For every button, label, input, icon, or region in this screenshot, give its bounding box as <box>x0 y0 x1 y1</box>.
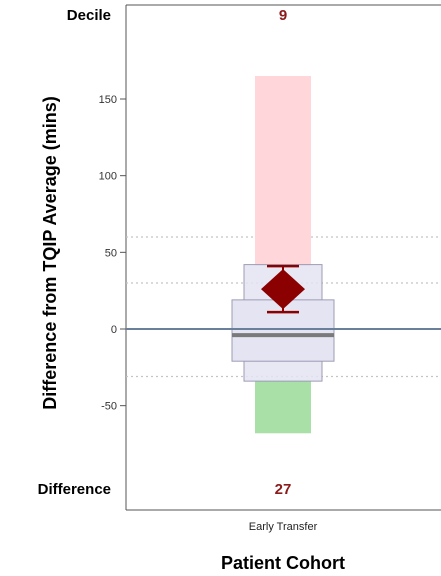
y-axis-title: Difference from TQIP Average (mins) <box>40 96 60 409</box>
lower-band <box>255 381 311 434</box>
y-axis-ticks: 150 100 50 0 -50 <box>99 94 126 413</box>
category-label: Early Transfer <box>249 521 318 533</box>
difference-label: Difference <box>38 481 111 498</box>
y-tick-label-3: 0 <box>111 324 117 336</box>
decile-value: 9 <box>279 7 287 24</box>
y-tick-label-0: 150 <box>99 94 117 106</box>
upper-band <box>255 76 311 267</box>
decile-label: Decile <box>67 7 111 24</box>
x-axis-title: Patient Cohort <box>221 553 345 573</box>
difference-value: 27 <box>275 481 292 498</box>
y-tick-label-1: 100 <box>99 171 117 183</box>
y-tick-label-4: -50 <box>101 401 117 413</box>
y-tick-label-2: 50 <box>105 247 117 259</box>
estimate-diamond <box>261 269 305 310</box>
